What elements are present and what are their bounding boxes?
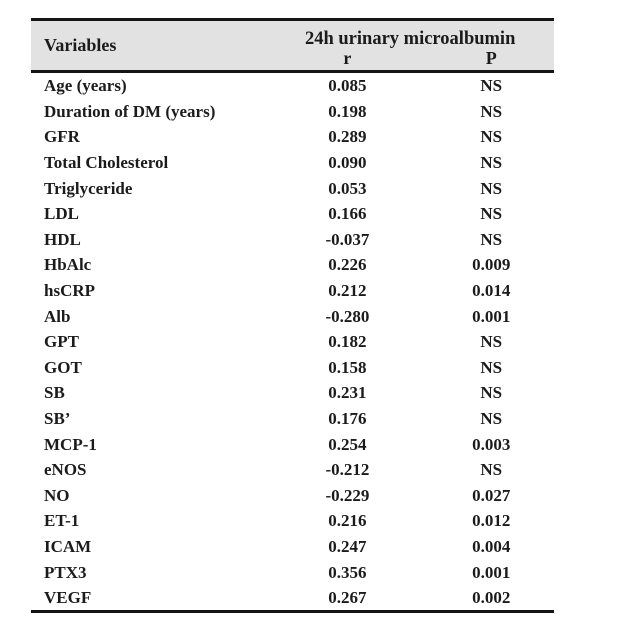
table-row: GPT 0.182 NS xyxy=(31,329,554,355)
variable-cell: eNOS xyxy=(44,460,87,480)
p-value-cell: NS xyxy=(480,383,503,403)
r-value-cell: 0.267 xyxy=(328,588,367,608)
variable-cell: VEGF xyxy=(44,588,92,608)
table-row: MCP-1 0.254 0.003 xyxy=(31,431,554,457)
table-row: VEGF 0.267 0.002 xyxy=(31,585,554,612)
p-column-header: P xyxy=(428,48,554,73)
table-row: GOT 0.158 NS xyxy=(31,355,554,381)
table-row: ET-1 0.216 0.012 xyxy=(31,508,554,534)
variable-cell: NO xyxy=(44,485,70,505)
variable-cell: Triglyceride xyxy=(44,178,133,198)
table-row: Alb -0.280 0.001 xyxy=(31,303,554,329)
variable-cell: MCP-1 xyxy=(44,434,97,454)
r-value-cell: 0.231 xyxy=(328,383,367,403)
variable-cell: LDL xyxy=(44,204,79,224)
variable-cell: hsCRP xyxy=(44,281,96,301)
table-row: SB 0.231 NS xyxy=(31,380,554,406)
variable-cell: HbAlc xyxy=(44,255,92,275)
r-value-cell: 0.356 xyxy=(328,562,367,582)
r-value-cell: -0.037 xyxy=(325,229,370,249)
table-row: ICAM 0.247 0.004 xyxy=(31,534,554,560)
r-value-cell: 0.254 xyxy=(328,434,367,454)
variable-cell: GFR xyxy=(44,127,80,147)
p-value-cell: NS xyxy=(480,178,503,198)
table-row: Total Cholesterol 0.090 NS xyxy=(31,150,554,176)
table-row: Duration of DM (years) 0.198 NS xyxy=(31,99,554,125)
r-value-cell: 0.182 xyxy=(328,332,367,352)
p-value-cell: NS xyxy=(480,332,503,352)
variable-cell: ICAM xyxy=(44,536,92,556)
variable-cell: SB xyxy=(44,383,65,403)
p-value-cell: NS xyxy=(480,357,503,377)
r-value-cell: 0.085 xyxy=(328,76,367,96)
p-value-cell: 0.009 xyxy=(472,255,511,275)
p-value-cell: NS xyxy=(480,76,503,96)
r-value-cell: 0.053 xyxy=(328,178,367,198)
r-value-cell: 0.247 xyxy=(328,536,367,556)
table-row: SB’ 0.176 NS xyxy=(31,406,554,432)
variable-cell: HDL xyxy=(44,229,81,249)
header-row-sub: r P xyxy=(31,48,554,73)
r-value-cell: 0.166 xyxy=(328,204,367,224)
variable-cell: PTX3 xyxy=(44,562,87,582)
r-value-cell: 0.176 xyxy=(328,409,367,429)
p-value-cell: NS xyxy=(480,460,503,480)
table-row: Age (years) 0.085 NS xyxy=(31,72,554,99)
p-value-cell: NS xyxy=(480,204,503,224)
r-value-cell: 0.158 xyxy=(328,357,367,377)
variable-cell: Age (years) xyxy=(44,76,127,96)
variable-cell: Total Cholesterol xyxy=(44,153,169,173)
variable-cell: SB’ xyxy=(44,409,71,429)
r-value-cell: -0.212 xyxy=(325,460,370,480)
table-row: hsCRP 0.212 0.014 xyxy=(31,278,554,304)
variable-cell: Duration of DM (years) xyxy=(44,101,216,121)
table-row: HDL -0.037 NS xyxy=(31,227,554,253)
r-value-cell: 0.090 xyxy=(328,153,367,173)
variable-cell: ET-1 xyxy=(44,511,80,531)
p-value-cell: NS xyxy=(480,409,503,429)
variable-cell: GOT xyxy=(44,357,82,377)
table-row: LDL 0.166 NS xyxy=(31,201,554,227)
r-value-cell: 0.212 xyxy=(328,281,367,301)
variable-cell: GPT xyxy=(44,332,79,352)
r-column-header: r xyxy=(266,48,429,73)
p-value-cell: NS xyxy=(480,101,503,121)
table-body: Age (years) 0.085 NS Duration of DM (yea… xyxy=(31,72,554,612)
p-value-cell: 0.027 xyxy=(472,485,511,505)
p-value-cell: NS xyxy=(480,229,503,249)
r-value-cell: 0.226 xyxy=(328,255,367,275)
table-header: Variables 24h urinary microalbumin r P xyxy=(31,19,554,73)
p-value-cell: 0.014 xyxy=(472,281,511,301)
p-value-cell: 0.012 xyxy=(472,511,511,531)
r-value-cell: 0.289 xyxy=(328,127,367,147)
r-value-cell: -0.229 xyxy=(325,485,370,505)
table-row: eNOS -0.212 NS xyxy=(31,457,554,483)
table-row: Triglyceride 0.053 NS xyxy=(31,175,554,201)
correlation-table-container: Variables 24h urinary microalbumin r P A… xyxy=(31,18,554,614)
p-value-cell: NS xyxy=(480,153,503,173)
table-row: NO -0.229 0.027 xyxy=(31,483,554,509)
p-value-cell: 0.001 xyxy=(472,562,511,582)
p-value-cell: 0.004 xyxy=(472,536,511,556)
table-row: HbAlc 0.226 0.009 xyxy=(31,252,554,278)
group-column-header: 24h urinary microalbumin xyxy=(304,28,516,49)
p-value-cell: 0.002 xyxy=(472,588,511,608)
r-value-cell: 0.198 xyxy=(328,101,367,121)
header-row-group: Variables 24h urinary microalbumin xyxy=(31,19,554,73)
table-row: PTX3 0.356 0.001 xyxy=(31,559,554,585)
correlation-table: Variables 24h urinary microalbumin r P A… xyxy=(31,18,554,614)
p-value-cell: NS xyxy=(480,127,503,147)
table-row: GFR 0.289 NS xyxy=(31,124,554,150)
variable-cell: Alb xyxy=(44,306,71,326)
r-value-cell: 0.216 xyxy=(328,511,367,531)
variables-column-header: Variables xyxy=(31,19,267,73)
r-value-cell: -0.280 xyxy=(325,306,370,326)
p-value-cell: 0.003 xyxy=(472,434,511,454)
p-value-cell: 0.001 xyxy=(472,306,511,326)
